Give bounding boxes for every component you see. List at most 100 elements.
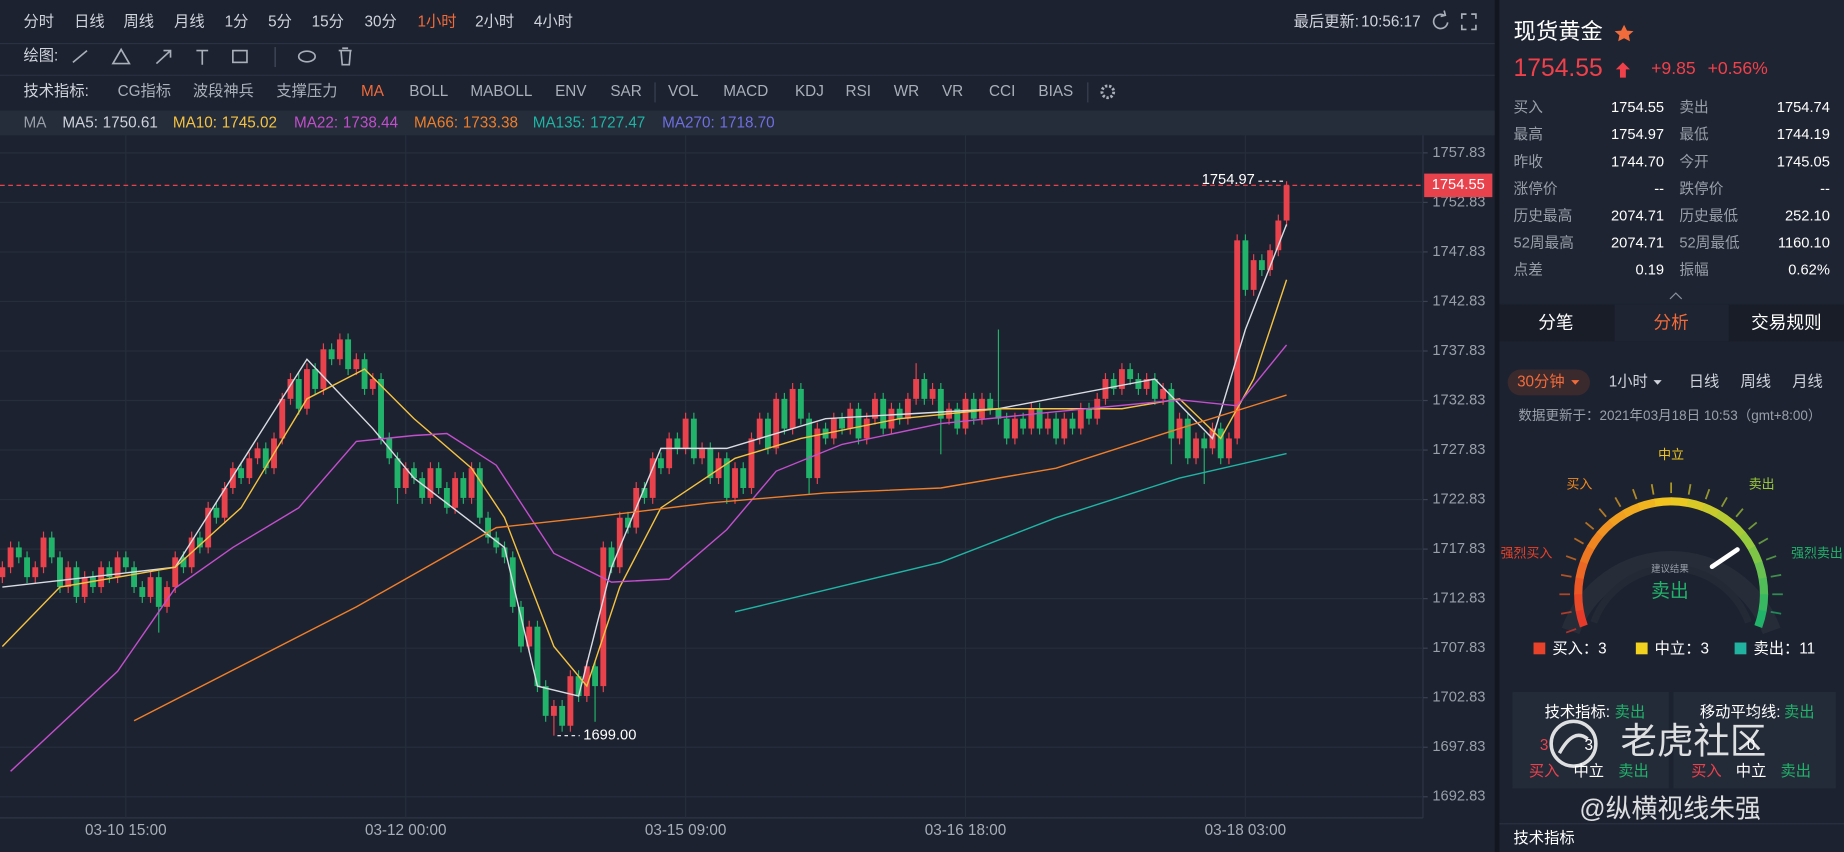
tool-visibility[interactable]: [297, 50, 316, 63]
panel-divider: [1494, 0, 1500, 852]
candle-body: [641, 487, 648, 498]
candle-body: [32, 567, 39, 578]
candle-body: [1028, 408, 1035, 429]
period-tab[interactable]: 5分: [268, 13, 292, 30]
refresh-icon[interactable]: [1432, 10, 1449, 30]
indicator-tab[interactable]: ENV: [555, 83, 587, 100]
period-tab[interactable]: 4小时: [534, 13, 573, 30]
candle-body: [254, 448, 261, 459]
last-price: 1754.55: [1514, 55, 1603, 82]
candle-body: [550, 705, 557, 716]
candle-body: [246, 458, 253, 479]
panel-tab[interactable]: 分笔: [1538, 312, 1573, 332]
indicator-tab[interactable]: VOL: [668, 83, 699, 100]
candle-body: [57, 557, 63, 588]
draw-tools[interactable]: [72, 47, 352, 68]
indicator-tab[interactable]: 支撑压力: [276, 83, 337, 100]
period-tab[interactable]: 30分: [365, 13, 397, 30]
candle-body: [48, 537, 55, 558]
candle-body: [592, 666, 599, 687]
settings-icon[interactable]: [1100, 84, 1116, 100]
indicator-tab[interactable]: WR: [894, 83, 919, 100]
price-change: +9.85: [1651, 58, 1696, 78]
instrument-name: 现货黄金: [1514, 19, 1603, 44]
candle-body: [1151, 379, 1158, 399]
indicator-tab[interactable]: VR: [942, 83, 963, 100]
candle-body: [567, 676, 574, 726]
moving-average-label: 中立: [1736, 763, 1767, 780]
candle-body: [1226, 438, 1232, 459]
candle-body: [312, 369, 319, 389]
candle-body: [970, 398, 977, 419]
tool-line[interactable]: [72, 49, 88, 64]
interval-tab[interactable]: 1小时: [1609, 373, 1648, 390]
indicator-tab[interactable]: CCI: [989, 83, 1015, 100]
tool-delete[interactable]: [338, 47, 352, 66]
y-tick-label: 1742.83: [1432, 293, 1485, 309]
candle-body: [575, 676, 582, 697]
indicator-tab[interactable]: MABOLL: [470, 83, 532, 100]
watermark-brand: 老虎社区: [1621, 720, 1767, 761]
quote-label: 52周最低: [1679, 234, 1740, 251]
dropdown-caret: [1653, 380, 1662, 385]
ma-legend-name: MA5:: [62, 115, 98, 132]
indicator-tab[interactable]: SAR: [610, 83, 641, 100]
candle-body: [139, 587, 146, 597]
indicator-tab[interactable]: RSI: [846, 83, 871, 100]
panel-tab[interactable]: 分析: [1653, 312, 1688, 332]
ma-legend-name: MA10:: [173, 115, 217, 132]
indicator-tab[interactable]: MACD: [723, 83, 768, 100]
gauge-tick: [1650, 484, 1655, 495]
ma-legend-value: 1718.70: [719, 115, 774, 132]
candle-body: [1184, 418, 1191, 459]
period-tab[interactable]: 1分: [225, 13, 249, 30]
y-tick-label: 1747.83: [1432, 244, 1485, 260]
gauge-tick: [1758, 537, 1769, 545]
indicator-tab[interactable]: BIAS: [1038, 83, 1073, 100]
indicator-tab[interactable]: BOLL: [409, 83, 448, 100]
indicator-tab[interactable]: MA: [361, 83, 385, 100]
candle-body: [732, 468, 738, 498]
indicator-tab[interactable]: KDJ: [795, 83, 824, 100]
candle-body: [657, 458, 664, 469]
favorite-star[interactable]: [1614, 24, 1634, 42]
tool-triangle[interactable]: [111, 47, 131, 65]
period-tab[interactable]: 1小时: [417, 13, 456, 30]
candle-body: [164, 587, 170, 607]
period-tab[interactable]: 周线: [123, 13, 154, 30]
interval-tab[interactable]: 30分钟: [1517, 373, 1565, 390]
period-tab[interactable]: 15分: [312, 13, 344, 30]
tool-arrow[interactable]: [155, 49, 172, 65]
gauge-band: [1758, 594, 1769, 612]
interval-tab[interactable]: 月线: [1792, 373, 1823, 390]
candle-body: [411, 468, 417, 479]
tool-text[interactable]: [196, 49, 209, 65]
last-price-tag: [1424, 173, 1493, 198]
interval-tab[interactable]: 周线: [1741, 373, 1772, 390]
candle-body: [1077, 408, 1084, 429]
candle-body: [443, 487, 450, 508]
candle-body: [1160, 388, 1167, 399]
collapse-caret[interactable]: [1669, 292, 1683, 300]
indicator-tab[interactable]: 波段神兵: [193, 83, 254, 100]
indicator-tab[interactable]: CG指标: [118, 83, 171, 100]
candle-body: [1127, 369, 1134, 380]
interval-tab[interactable]: 日线: [1689, 373, 1720, 390]
technical-count: 3: [1540, 737, 1548, 754]
tool-note[interactable]: [232, 49, 248, 64]
candle-body: [1275, 220, 1282, 251]
period-tab[interactable]: 日线: [74, 13, 105, 30]
panel-tab[interactable]: 交易规则: [1751, 312, 1821, 332]
period-tab[interactable]: 分时: [24, 13, 55, 30]
period-tab[interactable]: 月线: [174, 13, 205, 30]
gauge-tick: [1687, 484, 1692, 495]
candle-body: [419, 478, 426, 498]
quote-label: 卖出: [1679, 99, 1708, 116]
period-tab[interactable]: 2小时: [475, 13, 514, 30]
ma-legend-title: MA: [24, 115, 48, 132]
fullscreen-icon[interactable]: [1460, 13, 1477, 31]
summary-buy: 买入：3: [1552, 641, 1606, 658]
candle-body: [518, 606, 524, 647]
candle-body: [979, 398, 985, 419]
